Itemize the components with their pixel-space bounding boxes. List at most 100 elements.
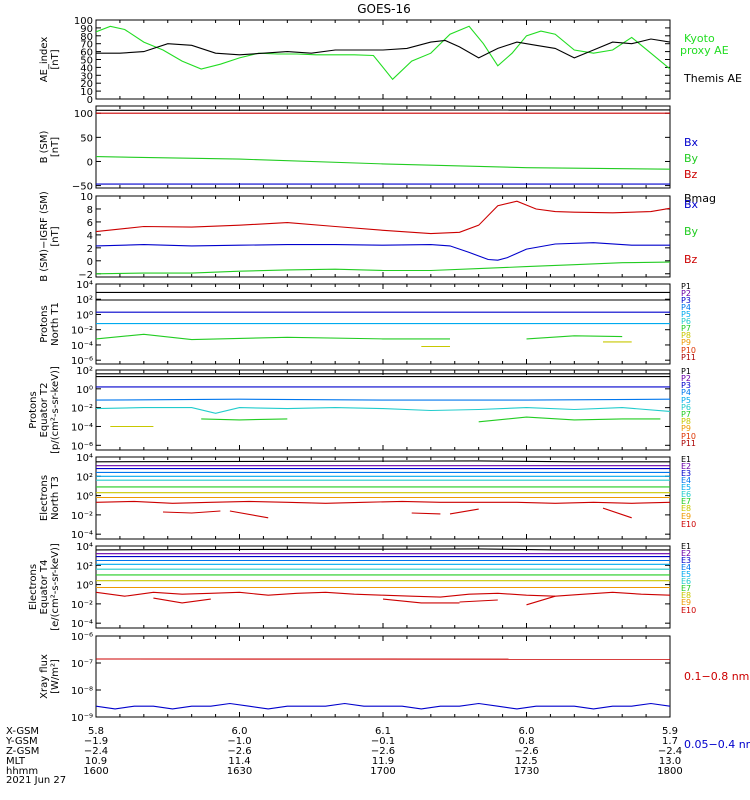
x-axis-value: 12.5 (515, 756, 537, 767)
panel-frame (95, 105, 671, 189)
series-line-e1 (96, 460, 670, 463)
legend-entry: P7 (681, 324, 691, 333)
y-tick-label: 10⁻⁴ (71, 619, 93, 630)
series-line-p8 (421, 341, 632, 348)
y-tick-label: 10² (76, 295, 93, 306)
y-tick-label: 90 (80, 24, 93, 35)
x-axis-value: −1.9 (84, 736, 108, 747)
y-tick-label: 10⁻⁴ (71, 422, 93, 433)
y-tick-label: 10⁴ (76, 453, 93, 464)
y-tick-label: 10⁴ (76, 280, 93, 291)
y-axis-label: Xray flux (39, 654, 50, 699)
series-line-p5 (96, 407, 670, 414)
y-tick-label: −2 (78, 270, 93, 281)
legend-entry: E9 (681, 512, 691, 521)
legend-entry: E4 (681, 476, 691, 485)
x-axis-value: 0.8 (519, 736, 535, 747)
legend-entry: P4 (681, 388, 691, 397)
y-tick-label: 0 (87, 257, 93, 268)
y-tick-label: 10⁴ (76, 542, 93, 553)
y-tick-label: 10⁰ (76, 492, 93, 503)
y-tick-label: 10² (76, 366, 93, 377)
y-tick-label: 10⁻⁴ (71, 341, 93, 352)
x-axis-value: 13.0 (659, 756, 681, 767)
series-line-e10-low (153, 595, 556, 606)
y-tick-label: 0 (87, 95, 93, 106)
y-tick-label: 100 (74, 16, 93, 27)
y-axis-label: Equator T4 (39, 560, 50, 615)
y-tick-label: 60 (80, 48, 93, 59)
y-tick-label: 4 (87, 231, 93, 242)
legend-entry: E8 (681, 504, 691, 513)
x-axis-value: 6.0 (232, 726, 248, 737)
legend-entry: E5 (681, 483, 691, 492)
series-line-themis-ae (96, 38, 670, 59)
panel-protons_t2: 10² 10⁰ 10⁻² 10⁻⁴ 10⁻⁶ Protons Equator T2 [p/(c… (28, 366, 696, 454)
y-tick-label: −50 (72, 182, 93, 193)
y-tick-label: 10⁻⁶ (71, 632, 93, 643)
series-line-p4 (96, 398, 670, 401)
y-axis-label: Electrons (28, 564, 39, 610)
legend-entry: E10 (681, 520, 696, 529)
y-axis-label: North T3 (50, 476, 61, 520)
legend-entry: P9 (681, 338, 691, 347)
legend-entry: E8 (681, 591, 691, 600)
y-tick-label: 0 (87, 157, 93, 168)
x-axis-value: 11.9 (372, 756, 394, 767)
y-tick-label: 70 (80, 40, 93, 51)
y-tick-label: 10⁻² (71, 404, 93, 415)
x-axis-value: 5.8 (88, 726, 104, 737)
y-tick-label: 20 (80, 79, 93, 90)
legend-entry: P8 (681, 331, 691, 340)
legend-entry: Bz (684, 253, 698, 266)
panel-frame (95, 369, 671, 451)
panel-electrons_t4: 10⁴ 10² 10⁰ 10⁻² 10⁻⁴ Electrons Equator T4 [e/(… (28, 542, 696, 631)
x-axis-value: 5.9 (662, 726, 678, 737)
series-line-e10-low (162, 507, 632, 519)
legend-entry: Bx (684, 198, 699, 211)
y-axis-label: [p/(cm²-s-sr-keV)] (50, 366, 61, 454)
y-tick-label: 6 (87, 218, 93, 229)
y-axis-label: [e/(cm²-s-sr-keV)] (50, 543, 61, 631)
legend-entry: Bmag (684, 192, 716, 205)
legend-entry: 0.1−0.8 nm (684, 670, 749, 683)
panel-b_sm: −50 0 50 100 B (SM) [nT] Bx By Bz Bmag (39, 105, 716, 205)
y-tick-label: 10⁻⁶ (71, 356, 93, 367)
y-tick-label: 10⁻⁸ (71, 686, 93, 697)
panel-protons_t1: 10⁴ 10² 10⁰ 10⁻² 10⁻⁴ 10⁻⁶ Protons North T1 P1P2… (39, 280, 696, 367)
legend-entry: E4 (681, 563, 691, 572)
legend-entry: By (684, 225, 699, 238)
x-axis-row-label: Y-GSM (5, 736, 38, 747)
legend-entry: P3 (681, 381, 691, 390)
y-tick-label: 100 (74, 109, 93, 120)
panel-electrons_t3: 10⁴ 10² 10⁰ 10⁻² 10⁻⁴ Electrons North T3 E1E2E3… (39, 453, 696, 541)
panel-frame (95, 19, 671, 100)
y-axis-label: B (SM) (39, 130, 50, 163)
x-axis-value: −1.0 (227, 736, 251, 747)
legend-entry: E7 (681, 584, 691, 593)
y-axis-label: [nT] (50, 137, 61, 157)
x-axis-value: 10.9 (85, 756, 107, 767)
y-tick-label: 10 (80, 87, 93, 98)
x-axis-row-label: MLT (6, 756, 26, 767)
legend-entry: E1 (681, 455, 691, 464)
y-axis-label: B (SM)−IGRF (SM) (39, 191, 50, 282)
y-tick-label: 10⁻² (71, 511, 93, 522)
x-axis-value: −2.6 (514, 746, 538, 757)
legend-entry: P2 (681, 289, 691, 298)
legend-entry: P10 (681, 346, 696, 355)
x-axis-value: −2.6 (227, 746, 251, 757)
legend-entry: Bz (684, 168, 698, 181)
panel-frame (95, 635, 671, 718)
legend-kyoto-line1: Kyoto (684, 32, 715, 45)
x-axis-value: 1630 (227, 766, 252, 777)
series-line-bx (96, 242, 670, 261)
x-axis-value: −2.4 (84, 746, 108, 757)
legend-entry: P5 (681, 310, 691, 319)
y-tick-label: 10² (76, 472, 93, 483)
y-tick-label: 8 (87, 205, 93, 216)
y-tick-label: 50 (80, 133, 93, 144)
panel-db_sm: −2 0 2 4 6 8 10 B (SM)−IGRF (SM) [nT] Bx By Bz (39, 191, 699, 282)
